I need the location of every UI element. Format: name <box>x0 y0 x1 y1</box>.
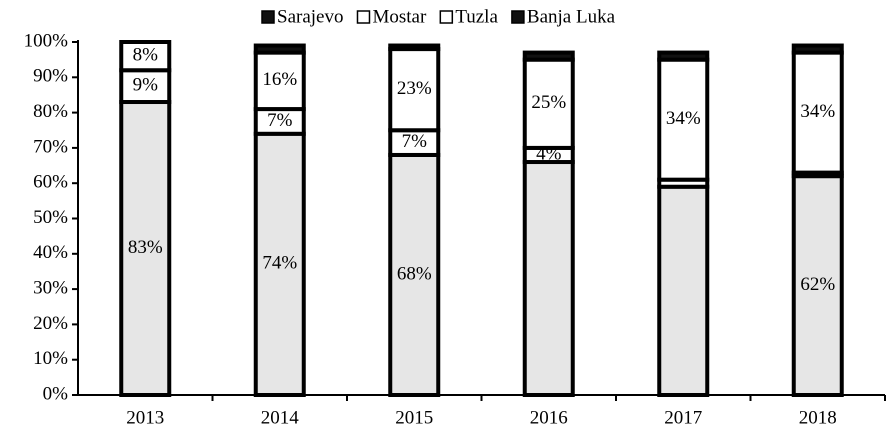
y-tick-label: 80% <box>33 101 68 122</box>
bar-segment <box>253 131 306 397</box>
x-tick-label: 2015 <box>395 407 433 428</box>
y-tick-label: 10% <box>33 348 68 369</box>
y-tick-label: 90% <box>33 66 68 87</box>
bar-segment <box>253 50 306 112</box>
value-label: 83% <box>128 237 163 258</box>
value-label: 34% <box>666 108 701 129</box>
x-tick-label: 2013 <box>126 407 164 428</box>
y-tick-label: 30% <box>33 277 68 298</box>
bar-segment <box>119 40 172 73</box>
x-tick-label: 2016 <box>530 407 568 428</box>
legend-label: Mostar <box>372 6 427 27</box>
bar-segment <box>388 43 441 52</box>
legend-label: Banja Luka <box>527 6 616 27</box>
bar-segment <box>253 43 306 55</box>
y-tick-label: 40% <box>33 242 68 263</box>
bar-segment <box>657 57 710 182</box>
value-label: 7% <box>267 110 293 131</box>
value-label: 16% <box>262 69 297 90</box>
x-tick-label: 2014 <box>261 407 300 428</box>
bar-segment <box>119 100 172 397</box>
value-label: 74% <box>262 253 297 274</box>
value-label: 25% <box>531 92 566 113</box>
y-tick-label: 0% <box>43 383 69 404</box>
value-label: 62% <box>800 274 835 295</box>
y-tick-label: 100% <box>24 30 69 51</box>
y-tick-label: 70% <box>33 136 68 157</box>
bar-segment <box>657 50 710 62</box>
x-tick-label: 2018 <box>799 407 837 428</box>
bar-segment <box>253 107 306 136</box>
legend-swatch <box>261 10 275 24</box>
bar-segment <box>388 47 441 133</box>
bar-segment <box>522 57 575 150</box>
bar-segment <box>522 50 575 62</box>
bar-segment <box>522 160 575 397</box>
y-tick-label: 20% <box>33 313 68 334</box>
x-tick-label: 2017 <box>664 407 702 428</box>
bar-segment <box>657 184 710 397</box>
legend-swatch <box>356 10 371 24</box>
legend-swatch <box>511 10 525 24</box>
y-tick-label: 60% <box>33 172 68 193</box>
value-label: 23% <box>397 78 432 99</box>
legend-label: Tuzla <box>455 6 498 27</box>
value-label: 68% <box>397 263 432 284</box>
bar-segment <box>791 43 844 55</box>
legend-swatch <box>439 10 454 24</box>
legend-label: Sarajevo <box>277 6 343 27</box>
value-label: 34% <box>800 101 835 122</box>
value-label: 9% <box>133 74 159 95</box>
value-label: 7% <box>402 131 428 152</box>
y-tick-label: 50% <box>33 207 68 228</box>
value-label: 8% <box>133 44 159 65</box>
bar-segment <box>388 128 441 157</box>
bar-segment <box>119 68 172 105</box>
